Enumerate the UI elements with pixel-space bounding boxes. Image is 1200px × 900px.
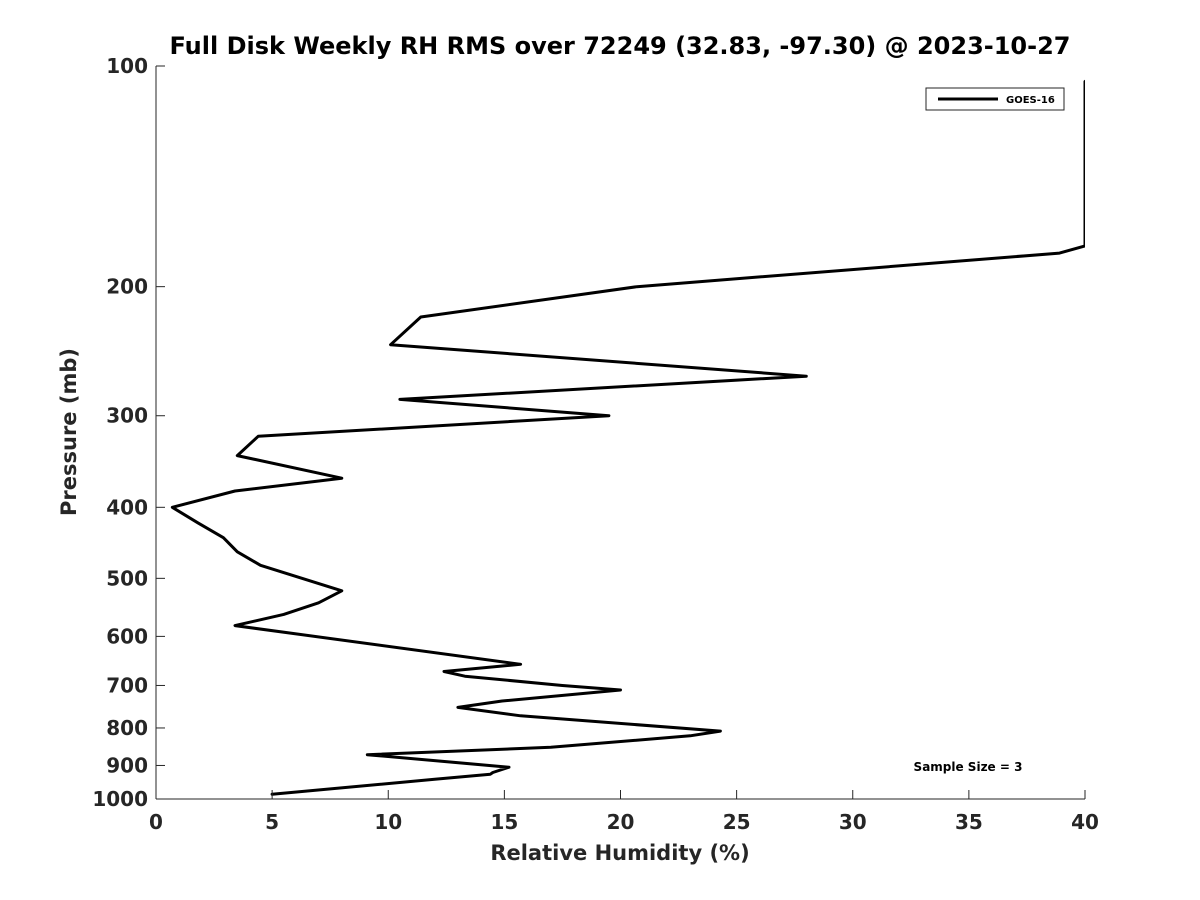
x-tick-label: 10 bbox=[374, 810, 402, 834]
y-tick-label: 300 bbox=[106, 404, 148, 428]
x-axis-label: Relative Humidity (%) bbox=[490, 841, 749, 865]
x-tick-label: 30 bbox=[839, 810, 867, 834]
y-tick-label: 800 bbox=[106, 716, 148, 740]
y-tick-label: 1000 bbox=[92, 787, 148, 811]
plot-area bbox=[170, 79, 1085, 796]
y-tick-label: 600 bbox=[106, 624, 148, 648]
x-tick-label: 15 bbox=[490, 810, 518, 834]
x-tick-label: 20 bbox=[607, 810, 635, 834]
y-ticks: 100 200 300 400 500 600 700 800 900 1000 bbox=[92, 54, 165, 811]
y-tick-label: 400 bbox=[106, 495, 148, 519]
y-tick-label: 100 bbox=[106, 54, 148, 78]
series-line-goes-16 bbox=[170, 79, 1085, 796]
y-axis-label: Pressure (mb) bbox=[57, 348, 81, 516]
x-tick-label: 5 bbox=[265, 810, 279, 834]
sample-size-annotation: Sample Size = 3 bbox=[914, 760, 1023, 774]
x-ticks: 0 5 10 15 20 25 30 35 40 bbox=[149, 790, 1099, 834]
y-tick-label: 500 bbox=[106, 566, 148, 590]
x-tick-label: 35 bbox=[955, 810, 983, 834]
y-tick-label: 700 bbox=[106, 673, 148, 697]
x-tick-label: 25 bbox=[723, 810, 751, 834]
y-tick-label: 200 bbox=[106, 275, 148, 299]
legend-label-goes-16: GOES-16 bbox=[1006, 95, 1055, 106]
x-tick-label: 0 bbox=[149, 810, 163, 834]
legend: GOES-16 bbox=[925, 87, 1065, 111]
x-tick-label: 40 bbox=[1071, 810, 1099, 834]
chart-title: Full Disk Weekly RH RMS over 72249 (32.8… bbox=[169, 32, 1070, 60]
y-tick-label: 900 bbox=[106, 753, 148, 777]
